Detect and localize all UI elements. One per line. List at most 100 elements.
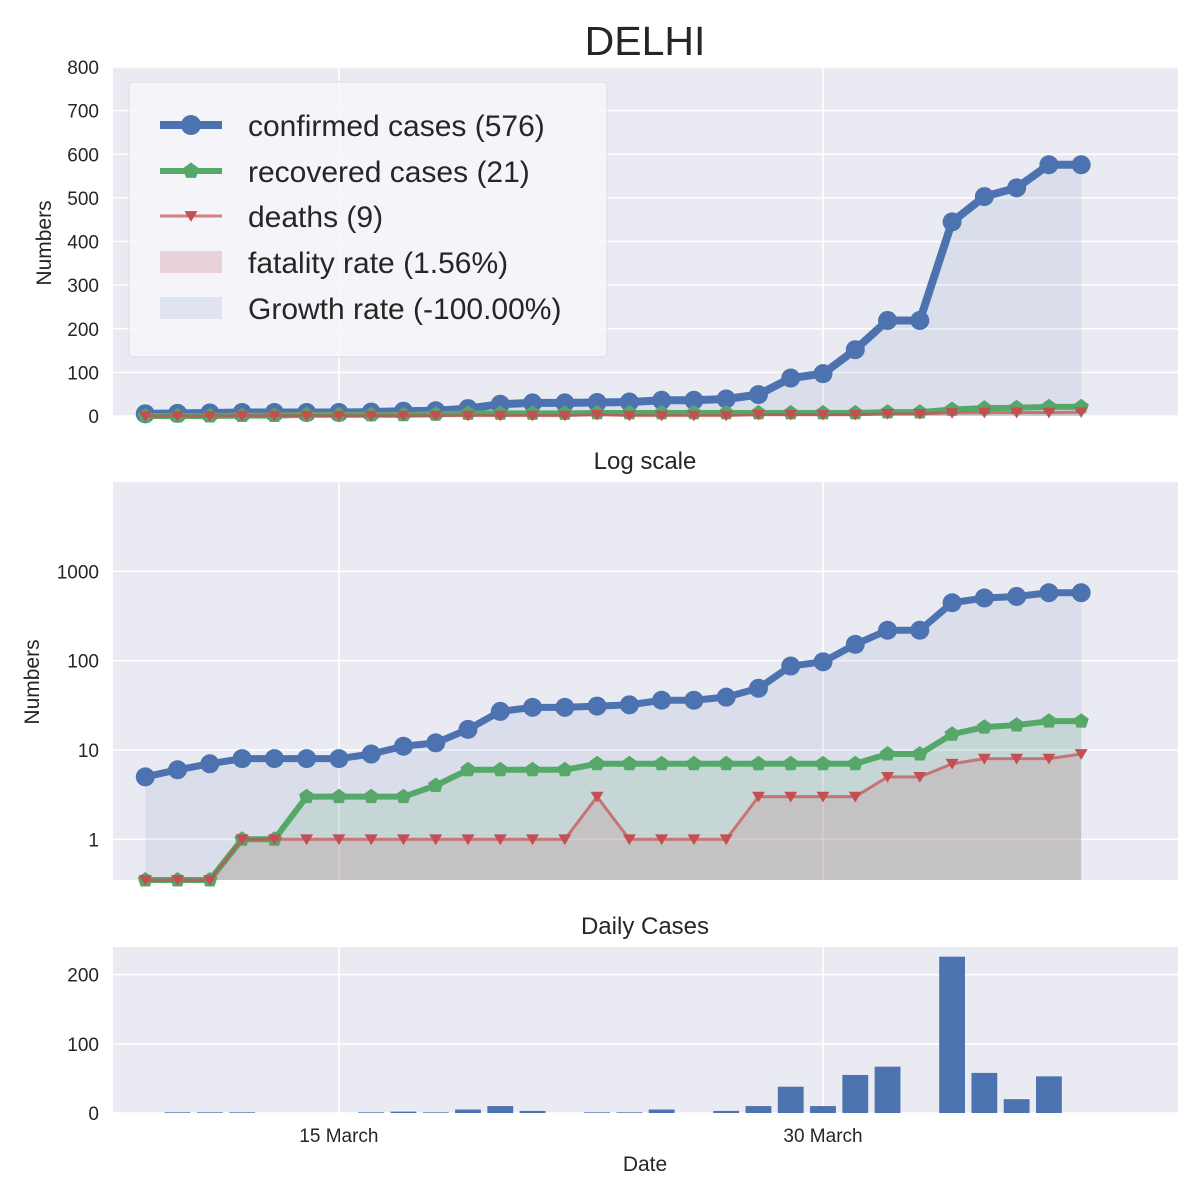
deaths-point bbox=[429, 410, 443, 422]
deaths-point bbox=[881, 408, 895, 420]
recovered-point bbox=[815, 755, 831, 771]
recovered-point bbox=[718, 755, 734, 771]
deaths-point bbox=[138, 411, 152, 422]
log-panel: 1 10 100 1000 bbox=[57, 482, 1178, 887]
confirmed-point bbox=[684, 390, 704, 410]
confirmed-point bbox=[813, 364, 833, 384]
deaths-point bbox=[461, 410, 475, 422]
recovered-point bbox=[879, 746, 896, 761]
y-axis-label-log: Numbers bbox=[21, 639, 44, 724]
daily-bar bbox=[874, 1066, 901, 1113]
confirmed-point bbox=[781, 656, 801, 676]
deaths-point bbox=[396, 410, 410, 422]
deaths-point bbox=[300, 410, 314, 422]
y-tick-label: 600 bbox=[67, 145, 99, 166]
confirmed-point bbox=[1071, 155, 1091, 175]
recovered-point bbox=[1073, 713, 1089, 728]
deaths-point bbox=[751, 409, 765, 421]
deaths-point bbox=[235, 410, 249, 422]
daily-bar bbox=[713, 1110, 740, 1113]
daily-bar bbox=[390, 1111, 417, 1113]
linear-panel: 0 100 200 300 400 500 600 700 800 bbox=[67, 58, 1178, 428]
deaths-point bbox=[655, 410, 669, 422]
legend-label: confirmed cases (576) bbox=[248, 110, 545, 143]
confirmed-point bbox=[878, 620, 898, 640]
recovered-point bbox=[1009, 717, 1025, 732]
deaths-point bbox=[590, 791, 604, 803]
deaths-point bbox=[687, 410, 701, 422]
deaths-point bbox=[784, 409, 798, 421]
recovered-point bbox=[492, 761, 508, 777]
deaths-point bbox=[203, 875, 217, 886]
deaths-point bbox=[429, 834, 443, 846]
daily-bar bbox=[939, 956, 965, 1113]
recovered-point bbox=[750, 755, 767, 771]
deaths-point bbox=[171, 875, 185, 886]
confirmed-point bbox=[974, 588, 994, 608]
deaths-point bbox=[493, 410, 507, 422]
legend-patch bbox=[160, 297, 222, 319]
deaths-point bbox=[267, 834, 281, 846]
confirmed-point bbox=[587, 696, 607, 716]
deaths-point bbox=[945, 758, 959, 770]
deaths-point bbox=[622, 410, 636, 422]
legend-label: recovered cases (21) bbox=[248, 156, 530, 189]
y-tick-label: 700 bbox=[67, 102, 99, 123]
deaths-point bbox=[558, 410, 572, 422]
confirmed-area bbox=[145, 592, 1082, 880]
legend-marker bbox=[182, 162, 200, 178]
confirmed-point bbox=[619, 695, 639, 715]
daily-bar bbox=[971, 1072, 998, 1113]
recovered-point bbox=[589, 755, 605, 771]
deaths-point bbox=[364, 410, 378, 422]
recovered-point bbox=[847, 755, 863, 771]
confirmed-point bbox=[845, 634, 865, 654]
confirmed-point bbox=[458, 719, 478, 739]
confirmed-point bbox=[168, 760, 188, 780]
deaths-area bbox=[145, 754, 1082, 880]
confirmed-point bbox=[490, 701, 510, 721]
deaths-point bbox=[913, 771, 927, 783]
y-tick-label: 10 bbox=[78, 741, 99, 762]
y-tick-label: 300 bbox=[67, 276, 99, 297]
deaths-point bbox=[848, 409, 862, 421]
daily-bar bbox=[1036, 1076, 1062, 1113]
confirmed-point bbox=[942, 593, 962, 613]
deaths-point bbox=[977, 407, 991, 419]
recovered-point bbox=[557, 761, 573, 777]
deaths-point bbox=[171, 411, 185, 422]
confirmed-point bbox=[200, 754, 220, 774]
deaths-point bbox=[784, 791, 798, 803]
deaths-point bbox=[719, 410, 733, 422]
deaths-point bbox=[816, 409, 830, 421]
legend-marker bbox=[181, 115, 201, 135]
confirmed-point bbox=[264, 749, 284, 769]
confirmed-point bbox=[426, 733, 446, 753]
confirmed-point bbox=[619, 392, 639, 412]
recovered-point bbox=[524, 761, 541, 777]
daily-bar bbox=[519, 1110, 546, 1113]
confirmed-point bbox=[587, 392, 607, 412]
confirmed-point bbox=[910, 310, 930, 330]
deaths-line bbox=[145, 410, 1082, 418]
daily-panel-title: Daily Cases bbox=[581, 913, 709, 940]
recovered-point bbox=[460, 761, 476, 777]
confirmed-point bbox=[329, 749, 349, 769]
confirmed-point bbox=[652, 390, 672, 410]
y-tick-label: 800 bbox=[67, 58, 99, 79]
deaths-point bbox=[526, 834, 540, 846]
daily-panel: 0 100 200 15 March 30 March bbox=[67, 947, 1178, 1147]
recovered-point bbox=[395, 788, 412, 804]
confirmed-point bbox=[555, 697, 575, 717]
y-tick-label: 100 bbox=[67, 1035, 99, 1056]
confirmed-point bbox=[845, 340, 865, 360]
y-tick-label: 0 bbox=[88, 407, 99, 428]
deaths-point bbox=[493, 834, 507, 846]
confirmed-point bbox=[555, 393, 575, 413]
deaths-point bbox=[1074, 749, 1088, 760]
confirmed-point bbox=[748, 678, 768, 698]
deaths-point bbox=[622, 834, 636, 846]
deaths-point bbox=[138, 875, 152, 886]
y-tick-label: 100 bbox=[67, 652, 99, 673]
chart-title: DELHI bbox=[585, 18, 706, 64]
